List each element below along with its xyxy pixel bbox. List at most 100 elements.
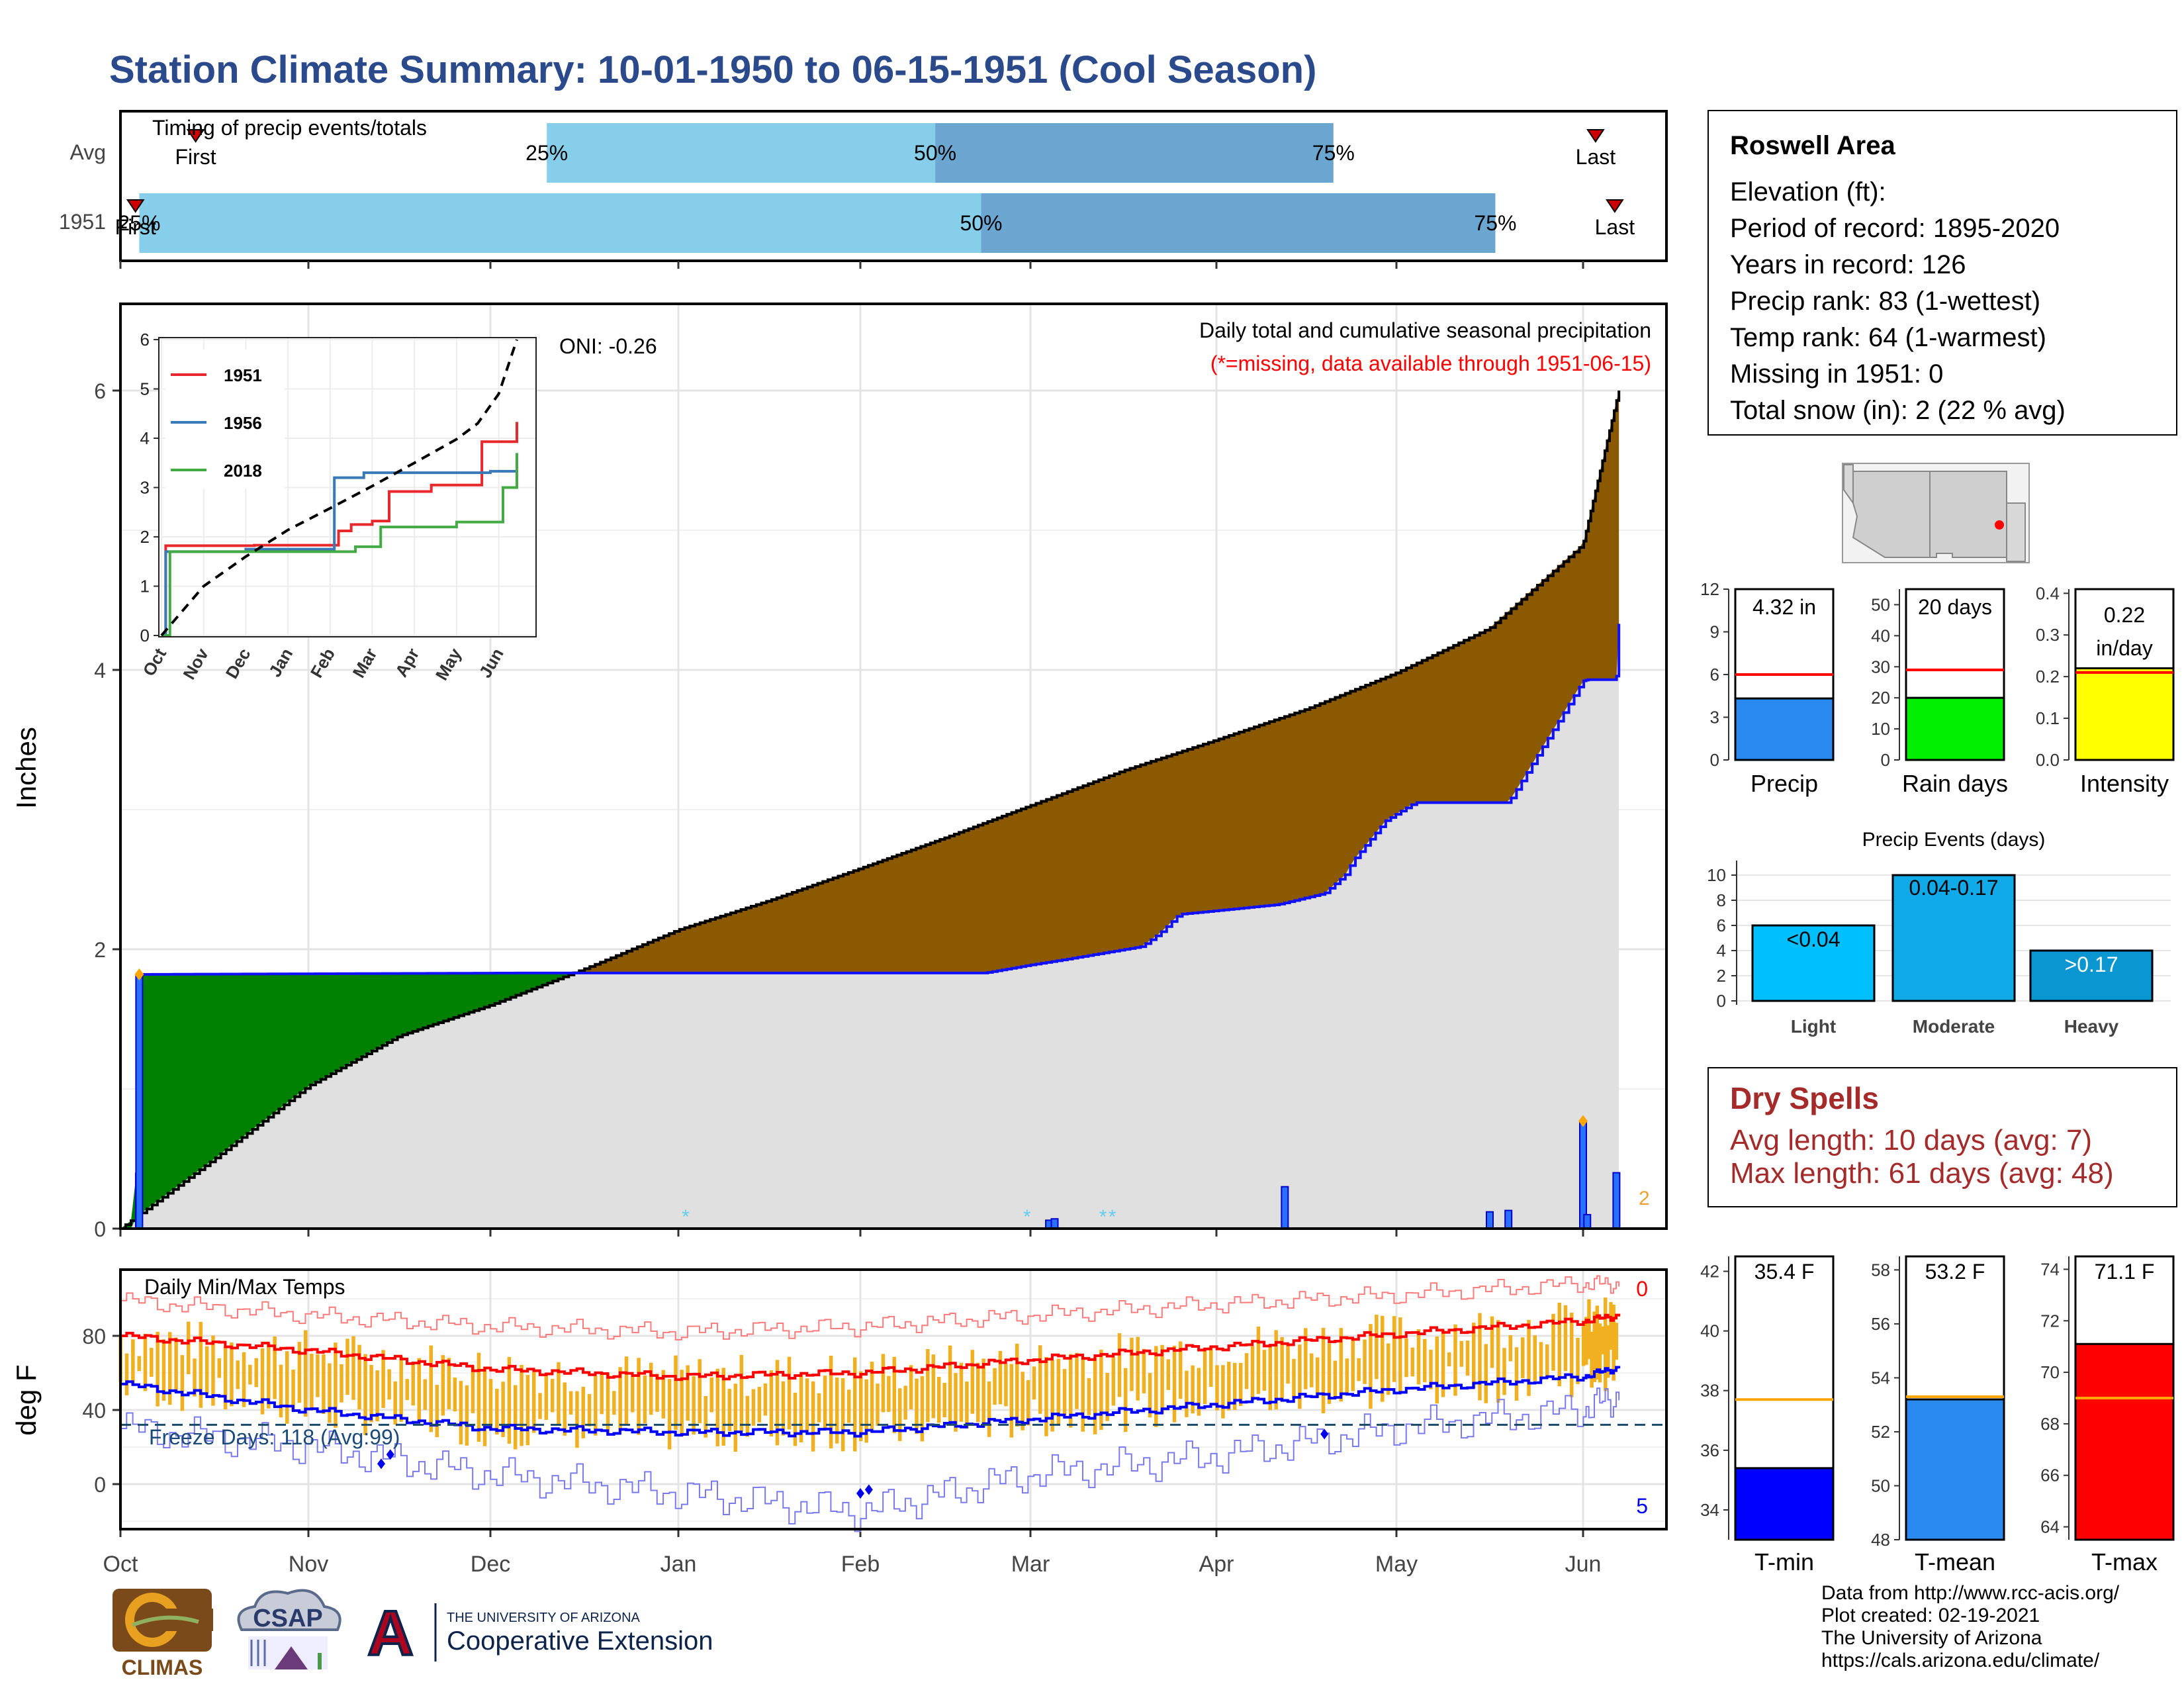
temp-daily-bar <box>1598 1323 1602 1383</box>
temp-daily-bar <box>1203 1348 1207 1405</box>
temp-daily-bar <box>465 1385 469 1446</box>
precip-observed-cumulative-line <box>120 624 1621 1230</box>
temp-daily-bar <box>1496 1320 1500 1403</box>
temp-daily-bar <box>1099 1349 1103 1430</box>
events-cat-heavy: Heavy <box>2064 1016 2119 1037</box>
climas-logo-text: CLIMAS <box>122 1656 203 1679</box>
temp-record-low-marker <box>377 1458 385 1470</box>
temp-daily-bar <box>674 1355 678 1430</box>
temp-daily-bar <box>692 1376 696 1435</box>
precip-base-area <box>120 624 1619 1229</box>
temp-daily-bar <box>1502 1348 1506 1395</box>
mini-raindays-bar <box>1905 696 2005 761</box>
mini-raindays-tick: 20 <box>1871 688 1890 708</box>
mini-intensity-value-2: in/day <box>2096 636 2152 660</box>
precip-daily-bar <box>135 973 144 1229</box>
tmax-tick: 74 <box>2040 1259 2060 1279</box>
temp-daily-bar <box>563 1382 567 1436</box>
temp-daily-bar <box>137 1356 141 1372</box>
mini-intensity-tick: 0.2 <box>2036 667 2060 686</box>
precip-missing-asterisk: * <box>1109 1206 1116 1228</box>
temp-daily-bar <box>942 1383 946 1418</box>
temp-daily-bar <box>550 1378 555 1413</box>
temp-daily-bar <box>1148 1373 1152 1418</box>
temp-daily-bar <box>1398 1317 1402 1393</box>
tmean-tick: 54 <box>1871 1368 1890 1387</box>
temp-daily-bar <box>612 1391 616 1415</box>
dry-spells-avg: Avg length: 10 days (avg: 7) <box>1730 1124 2093 1156</box>
station-info-box: Roswell Area Elevation (ft): Period of r… <box>1707 110 2177 436</box>
mini-raindays-tick: 0 <box>1881 750 1890 770</box>
temp-daily-bar <box>1410 1347 1415 1377</box>
temp-daily-bar <box>931 1354 936 1419</box>
temp-daily-bar <box>1441 1329 1445 1397</box>
ua-letter-a: A <box>367 1598 413 1668</box>
temp-daily-bar <box>316 1354 320 1397</box>
temp-daily-bar <box>180 1355 185 1411</box>
temp-daily-bar <box>1244 1353 1249 1389</box>
precip-corner-label: 2 <box>1639 1188 1650 1209</box>
mini-intensity-tick: 0.4 <box>2036 583 2060 603</box>
temp-daily-bar <box>1590 1331 1594 1388</box>
precip-y-tick-6: 6 <box>94 379 106 403</box>
temp-daily-bar <box>569 1391 573 1415</box>
temp-daily-bar <box>624 1356 629 1425</box>
inset-series-line-average <box>160 339 518 637</box>
temp-daily-bar <box>1238 1362 1243 1406</box>
temp-daily-bar <box>959 1362 964 1422</box>
timing-avg-last-label: Last <box>1576 145 1616 169</box>
temp-daily-bar <box>205 1346 209 1394</box>
temp-daily-bar <box>993 1368 997 1405</box>
events-cat-moderate: Moderate <box>1913 1016 1995 1037</box>
temp-daily-bar <box>757 1387 762 1423</box>
dry-spells-box: Dry Spells Avg length: 10 days (avg: 7) … <box>1707 1067 2177 1207</box>
temp-daily-bar <box>852 1357 857 1452</box>
temp-y-tick-80: 80 <box>82 1325 106 1348</box>
temp-daily-bar <box>340 1364 343 1403</box>
temp-daily-bar <box>858 1371 863 1442</box>
temp-daily-bar <box>781 1381 786 1436</box>
temp-daily-bar <box>423 1379 428 1410</box>
tmean-bar <box>1905 1398 2005 1541</box>
timing-row-avg: Avg <box>69 140 106 164</box>
mini-intensity-tick: 0.3 <box>2036 625 2060 645</box>
temp-daily-bar <box>1142 1348 1146 1393</box>
temp-daily-bar <box>575 1391 579 1448</box>
month-tick-may: May <box>1375 1552 1418 1577</box>
mini-precip-tick: 9 <box>1710 622 1719 642</box>
temp-daily-bar <box>1435 1336 1439 1404</box>
temp-daily-bar <box>618 1367 622 1431</box>
month-axis: Oct Nov Dec Jan Feb Mar Apr May Jun <box>103 1552 1602 1577</box>
temp-daily-bar <box>606 1372 610 1434</box>
tmax-bar <box>2074 1342 2175 1541</box>
credit-line-3: The University of Arizona <box>1821 1627 2042 1649</box>
temp-daily-bar <box>745 1395 750 1437</box>
temp-daily-bar <box>447 1358 451 1409</box>
temp-daily-bar <box>1304 1328 1308 1389</box>
temp-daily-bar <box>926 1349 930 1423</box>
precip-daily-bar <box>1281 1186 1289 1229</box>
temp-daily-bar <box>334 1342 338 1428</box>
temp-daily-bar <box>976 1362 980 1423</box>
temp-marks <box>118 1275 1666 1532</box>
temp-daily-bar <box>1484 1344 1488 1403</box>
temp-daily-bar <box>1478 1313 1482 1401</box>
temp-daily-bar <box>909 1365 913 1410</box>
mini-intensity-bar <box>2074 667 2175 761</box>
temp-daily-bar <box>1081 1356 1085 1432</box>
timing-avg-first-label: First <box>175 145 216 169</box>
tmin-label: T-min <box>1754 1548 1814 1575</box>
precip-marks: * * * * <box>120 391 1621 1230</box>
temp-daily-bar <box>310 1354 314 1411</box>
temp-daily-bar <box>248 1364 252 1385</box>
temp-daily-bar <box>1345 1358 1349 1394</box>
credit-line-4: https://cals.arizona.edu/climate/ <box>1821 1650 2100 1671</box>
temp-daily-bar <box>279 1364 283 1418</box>
temp-record-low-marker <box>864 1484 873 1495</box>
timing-1951-bar-25-50 <box>139 193 981 253</box>
temp-daily-bar <box>655 1374 659 1412</box>
mini-precip-value: 4.32 in <box>1752 595 1816 619</box>
temp-daily-bar <box>174 1337 178 1393</box>
temp-daily-bar <box>1038 1345 1042 1414</box>
events-bar-label-moderate: 0.04-0.17 <box>1909 876 1998 900</box>
